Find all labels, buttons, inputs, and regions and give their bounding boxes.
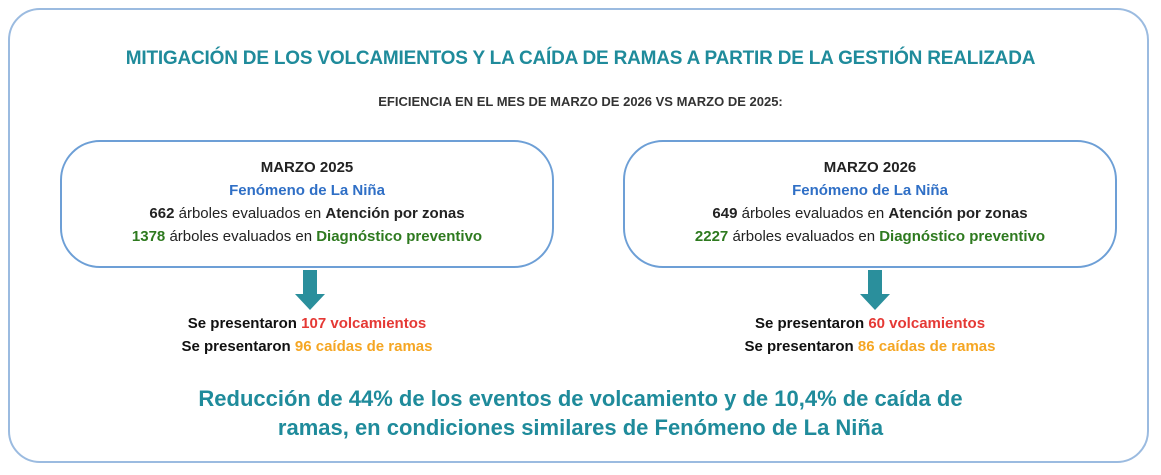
results: Se presentaron 60 volcamientos Se present… xyxy=(623,312,1117,358)
frame xyxy=(8,8,1149,463)
result-highlight: 60 volcamientos xyxy=(868,315,986,332)
evaluation-line: 1378 árboles evaluados en Diagnóstico pr… xyxy=(62,225,552,248)
phenomenon: Fenómeno de La Niña xyxy=(792,182,948,199)
label: árboles evaluados en xyxy=(732,228,876,245)
emphasis: Atención por zonas xyxy=(325,205,465,222)
evaluation-line: 662 árboles evaluados en Atención por zo… xyxy=(62,202,552,225)
count: 1378 xyxy=(131,228,166,245)
conclusion-line: Reducción de 44% de los eventos de volca… xyxy=(198,386,963,411)
result-highlight: 96 caídas de ramas xyxy=(294,338,433,355)
result-line: Se presentaron 86 caídas de ramas xyxy=(623,335,1117,358)
result-prefix: Se presentaron xyxy=(754,315,865,332)
arrow xyxy=(295,270,325,310)
count: 2227 xyxy=(694,228,729,245)
label: árboles evaluados en xyxy=(741,205,885,222)
title: MITIGACIÓN DE LOS VOLCAMIENTOS Y LA CAÍD… xyxy=(125,48,1036,69)
phenomenon: Fenómeno de La Niña xyxy=(229,182,385,199)
label: árboles evaluados en xyxy=(169,228,313,245)
count: 649 xyxy=(712,205,738,222)
results: Se presentaron 107 volcamientos Se presen… xyxy=(60,312,554,358)
panel-heading: MARZO 2026 xyxy=(823,159,917,176)
result-line: Se presentaron 107 volcamientos xyxy=(60,312,554,335)
result-line: Se presentaron 96 caídas de ramas xyxy=(60,335,554,358)
count: 662 xyxy=(149,205,175,222)
conclusion: Reducción de 44% de los eventos de volca… xyxy=(0,384,1161,442)
panel-heading: MARZO 2025 xyxy=(260,159,354,176)
result-highlight: 86 caídas de ramas xyxy=(857,338,996,355)
conclusion-line: ramas, en condiciones similares de Fenóm… xyxy=(277,415,884,440)
arrow-shape xyxy=(295,270,325,310)
result-highlight: 107 volcamientos xyxy=(301,315,427,332)
evaluation-line: 649 árboles evaluados en Atención por zo… xyxy=(625,202,1115,225)
result-prefix: Se presentaron xyxy=(744,338,854,355)
evaluation-line: 2227 árboles evaluados en Diagnóstico pr… xyxy=(625,225,1115,248)
label: árboles evaluados en xyxy=(178,205,322,222)
emphasis: Diagnóstico preventivo xyxy=(316,228,483,245)
result-prefix: Se presentaron xyxy=(181,338,291,355)
subtitle: EFICIENCIA EN EL MES DE MARZO DE 2026 VS… xyxy=(378,94,783,109)
panel: MARZO 2025 Fenómeno de La Niña 662 árboles… xyxy=(60,140,554,268)
arrow-shape xyxy=(860,270,890,310)
emphasis: Diagnóstico preventivo xyxy=(879,228,1046,245)
emphasis: Atención por zonas xyxy=(888,205,1028,222)
arrow xyxy=(860,270,890,310)
result-prefix: Se presentaron xyxy=(187,315,297,332)
panel: MARZO 2026 Fenómeno de La Niña 649 árboles… xyxy=(623,140,1117,268)
result-line: Se presentaron 60 volcamientos xyxy=(623,312,1117,335)
